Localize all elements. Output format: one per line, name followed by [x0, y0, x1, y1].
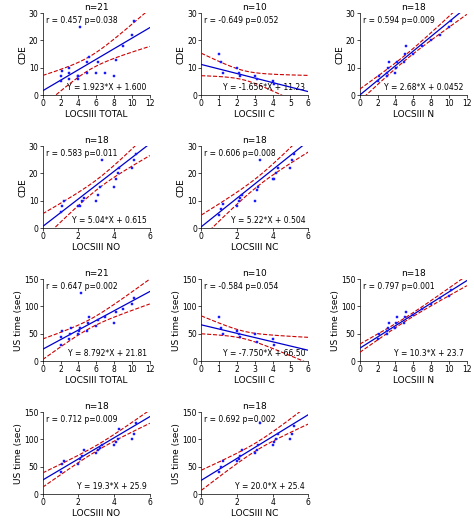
Text: r = 0.712 p=0.009: r = 0.712 p=0.009 [46, 415, 118, 424]
Text: r = 0.797 p=0.001: r = 0.797 p=0.001 [363, 281, 435, 291]
Title: n=18: n=18 [242, 402, 267, 412]
Text: Y = -1.656*X + 11.23: Y = -1.656*X + 11.23 [223, 83, 305, 92]
Text: r = -0.584 p=0.054: r = -0.584 p=0.054 [204, 281, 279, 291]
Title: n=18: n=18 [84, 137, 109, 145]
Text: Y = 5.22*X + 0.504: Y = 5.22*X + 0.504 [230, 216, 305, 225]
Y-axis label: US time (sec): US time (sec) [172, 423, 181, 484]
X-axis label: LOCSIII C: LOCSIII C [235, 110, 275, 119]
Title: n=21: n=21 [84, 269, 109, 278]
X-axis label: LOCSIII C: LOCSIII C [235, 376, 275, 385]
Text: Y = 1.923*X + 1.600: Y = 1.923*X + 1.600 [67, 83, 146, 92]
Text: Y = 10.3*X + 23.7: Y = 10.3*X + 23.7 [394, 349, 464, 358]
Y-axis label: CDE: CDE [336, 45, 345, 63]
X-axis label: LOCSIII N: LOCSIII N [393, 376, 434, 385]
Y-axis label: US time (sec): US time (sec) [331, 290, 340, 350]
X-axis label: LOCSIII NO: LOCSIII NO [72, 243, 120, 252]
Text: Y = 2.68*X + 0.0452: Y = 2.68*X + 0.0452 [384, 83, 464, 92]
Y-axis label: US time (sec): US time (sec) [172, 290, 181, 350]
X-axis label: LOCSIII NC: LOCSIII NC [231, 509, 278, 518]
X-axis label: LOCSIII TOTAL: LOCSIII TOTAL [65, 376, 128, 385]
Text: Y = 8.792*X + 21.81: Y = 8.792*X + 21.81 [68, 349, 146, 358]
X-axis label: LOCSIII NO: LOCSIII NO [72, 509, 120, 518]
Y-axis label: CDE: CDE [18, 178, 27, 197]
Text: r = 0.594 p=0.009: r = 0.594 p=0.009 [363, 16, 435, 25]
Title: n=18: n=18 [242, 137, 267, 145]
Y-axis label: CDE: CDE [177, 45, 186, 63]
Text: Y = -7.750*X + 66.50: Y = -7.750*X + 66.50 [223, 349, 305, 358]
X-axis label: LOCSIII NC: LOCSIII NC [231, 243, 278, 252]
Text: Y = 5.04*X + 0.615: Y = 5.04*X + 0.615 [72, 216, 146, 225]
Text: Y = 20.0*X + 25.4: Y = 20.0*X + 25.4 [236, 482, 305, 491]
Text: r = 0.606 p=0.008: r = 0.606 p=0.008 [204, 149, 276, 157]
Text: r = 0.583 p=0.011: r = 0.583 p=0.011 [46, 149, 117, 157]
X-axis label: LOCSIII TOTAL: LOCSIII TOTAL [65, 110, 128, 119]
Y-axis label: US time (sec): US time (sec) [14, 290, 23, 350]
Text: r = 0.457 p=0.038: r = 0.457 p=0.038 [46, 16, 118, 25]
Y-axis label: US time (sec): US time (sec) [14, 423, 23, 484]
X-axis label: LOCSIII N: LOCSIII N [393, 110, 434, 119]
Title: n=18: n=18 [401, 269, 426, 278]
Title: n=10: n=10 [242, 269, 267, 278]
Y-axis label: CDE: CDE [18, 45, 27, 63]
Y-axis label: CDE: CDE [177, 178, 186, 197]
Title: n=18: n=18 [84, 402, 109, 412]
Text: r = 0.692 p=0.002: r = 0.692 p=0.002 [204, 415, 276, 424]
Title: n=18: n=18 [401, 3, 426, 13]
Text: r = -0.649 p=0.052: r = -0.649 p=0.052 [204, 16, 279, 25]
Title: n=10: n=10 [242, 3, 267, 13]
Title: n=21: n=21 [84, 3, 109, 13]
Text: r = 0.647 p=0.002: r = 0.647 p=0.002 [46, 281, 118, 291]
Text: Y = 19.3*X + 25.9: Y = 19.3*X + 25.9 [77, 482, 146, 491]
